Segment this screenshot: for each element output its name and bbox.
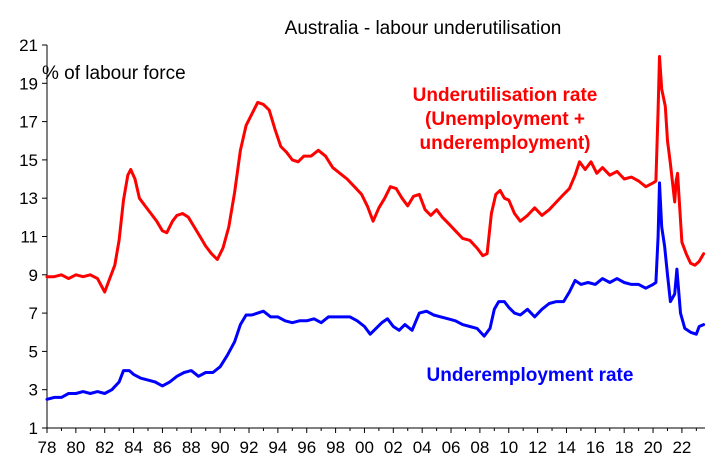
y-axis-label: % of labour force: [42, 63, 186, 84]
x-tick-label: 86: [153, 438, 172, 457]
x-tick-label: 12: [528, 438, 547, 457]
chart-title: Australia - labour underutilisation: [285, 18, 562, 39]
x-tick-label: 16: [586, 438, 605, 457]
x-tick-label: 02: [384, 438, 403, 457]
x-tick-label: 10: [499, 438, 518, 457]
annotations-group: Underutilisation rate (Unemployment + unde…: [413, 85, 634, 386]
x-tick-label: 92: [240, 438, 259, 457]
y-tick-label: 1: [29, 419, 38, 438]
y-tick-label: 17: [19, 113, 38, 132]
x-tick-label: 80: [66, 438, 85, 457]
underutilisation-annotation-line: Underutilisation rate: [413, 85, 598, 106]
x-tick-label: 18: [615, 438, 634, 457]
x-tick-label: 20: [644, 438, 663, 457]
x-tick-label: 94: [268, 438, 287, 457]
x-tick-label: 82: [95, 438, 114, 457]
x-tick-label: 84: [124, 438, 143, 457]
underemployment-series-line: [45, 181, 706, 401]
y-tick-label: 15: [19, 151, 38, 170]
underutilisation-annotation-line: underemployment): [419, 133, 590, 154]
x-tick-label: 96: [297, 438, 316, 457]
x-tick-label: 06: [442, 438, 461, 457]
x-tick-label: 14: [557, 438, 576, 457]
y-tick-label: 11: [20, 228, 38, 247]
y-tick-label: 13: [19, 189, 38, 208]
x-tick-label: 90: [211, 438, 230, 457]
y-tick-label: 21: [19, 36, 38, 55]
x-tick-label: 78: [38, 438, 57, 457]
underemployment-annotation-line: Underemployment rate: [427, 365, 634, 386]
y-tick-label: 9: [29, 266, 38, 285]
x-tick-label: 22: [672, 438, 691, 457]
x-tick-label: 04: [413, 438, 432, 457]
x-tick-label: 08: [470, 438, 489, 457]
y-tick-label: 7: [29, 304, 38, 323]
y-tick-label: 3: [29, 381, 38, 400]
x-tick-label: 88: [182, 438, 201, 457]
y-tick-label: 5: [29, 342, 38, 361]
underutilisation-series-line: [45, 55, 706, 294]
y-tick-label: 19: [19, 74, 38, 93]
x-tick-label: 98: [326, 438, 345, 457]
x-tick-label: 00: [355, 438, 374, 457]
underutilisation-annotation-line: (Unemployment +: [425, 109, 585, 130]
